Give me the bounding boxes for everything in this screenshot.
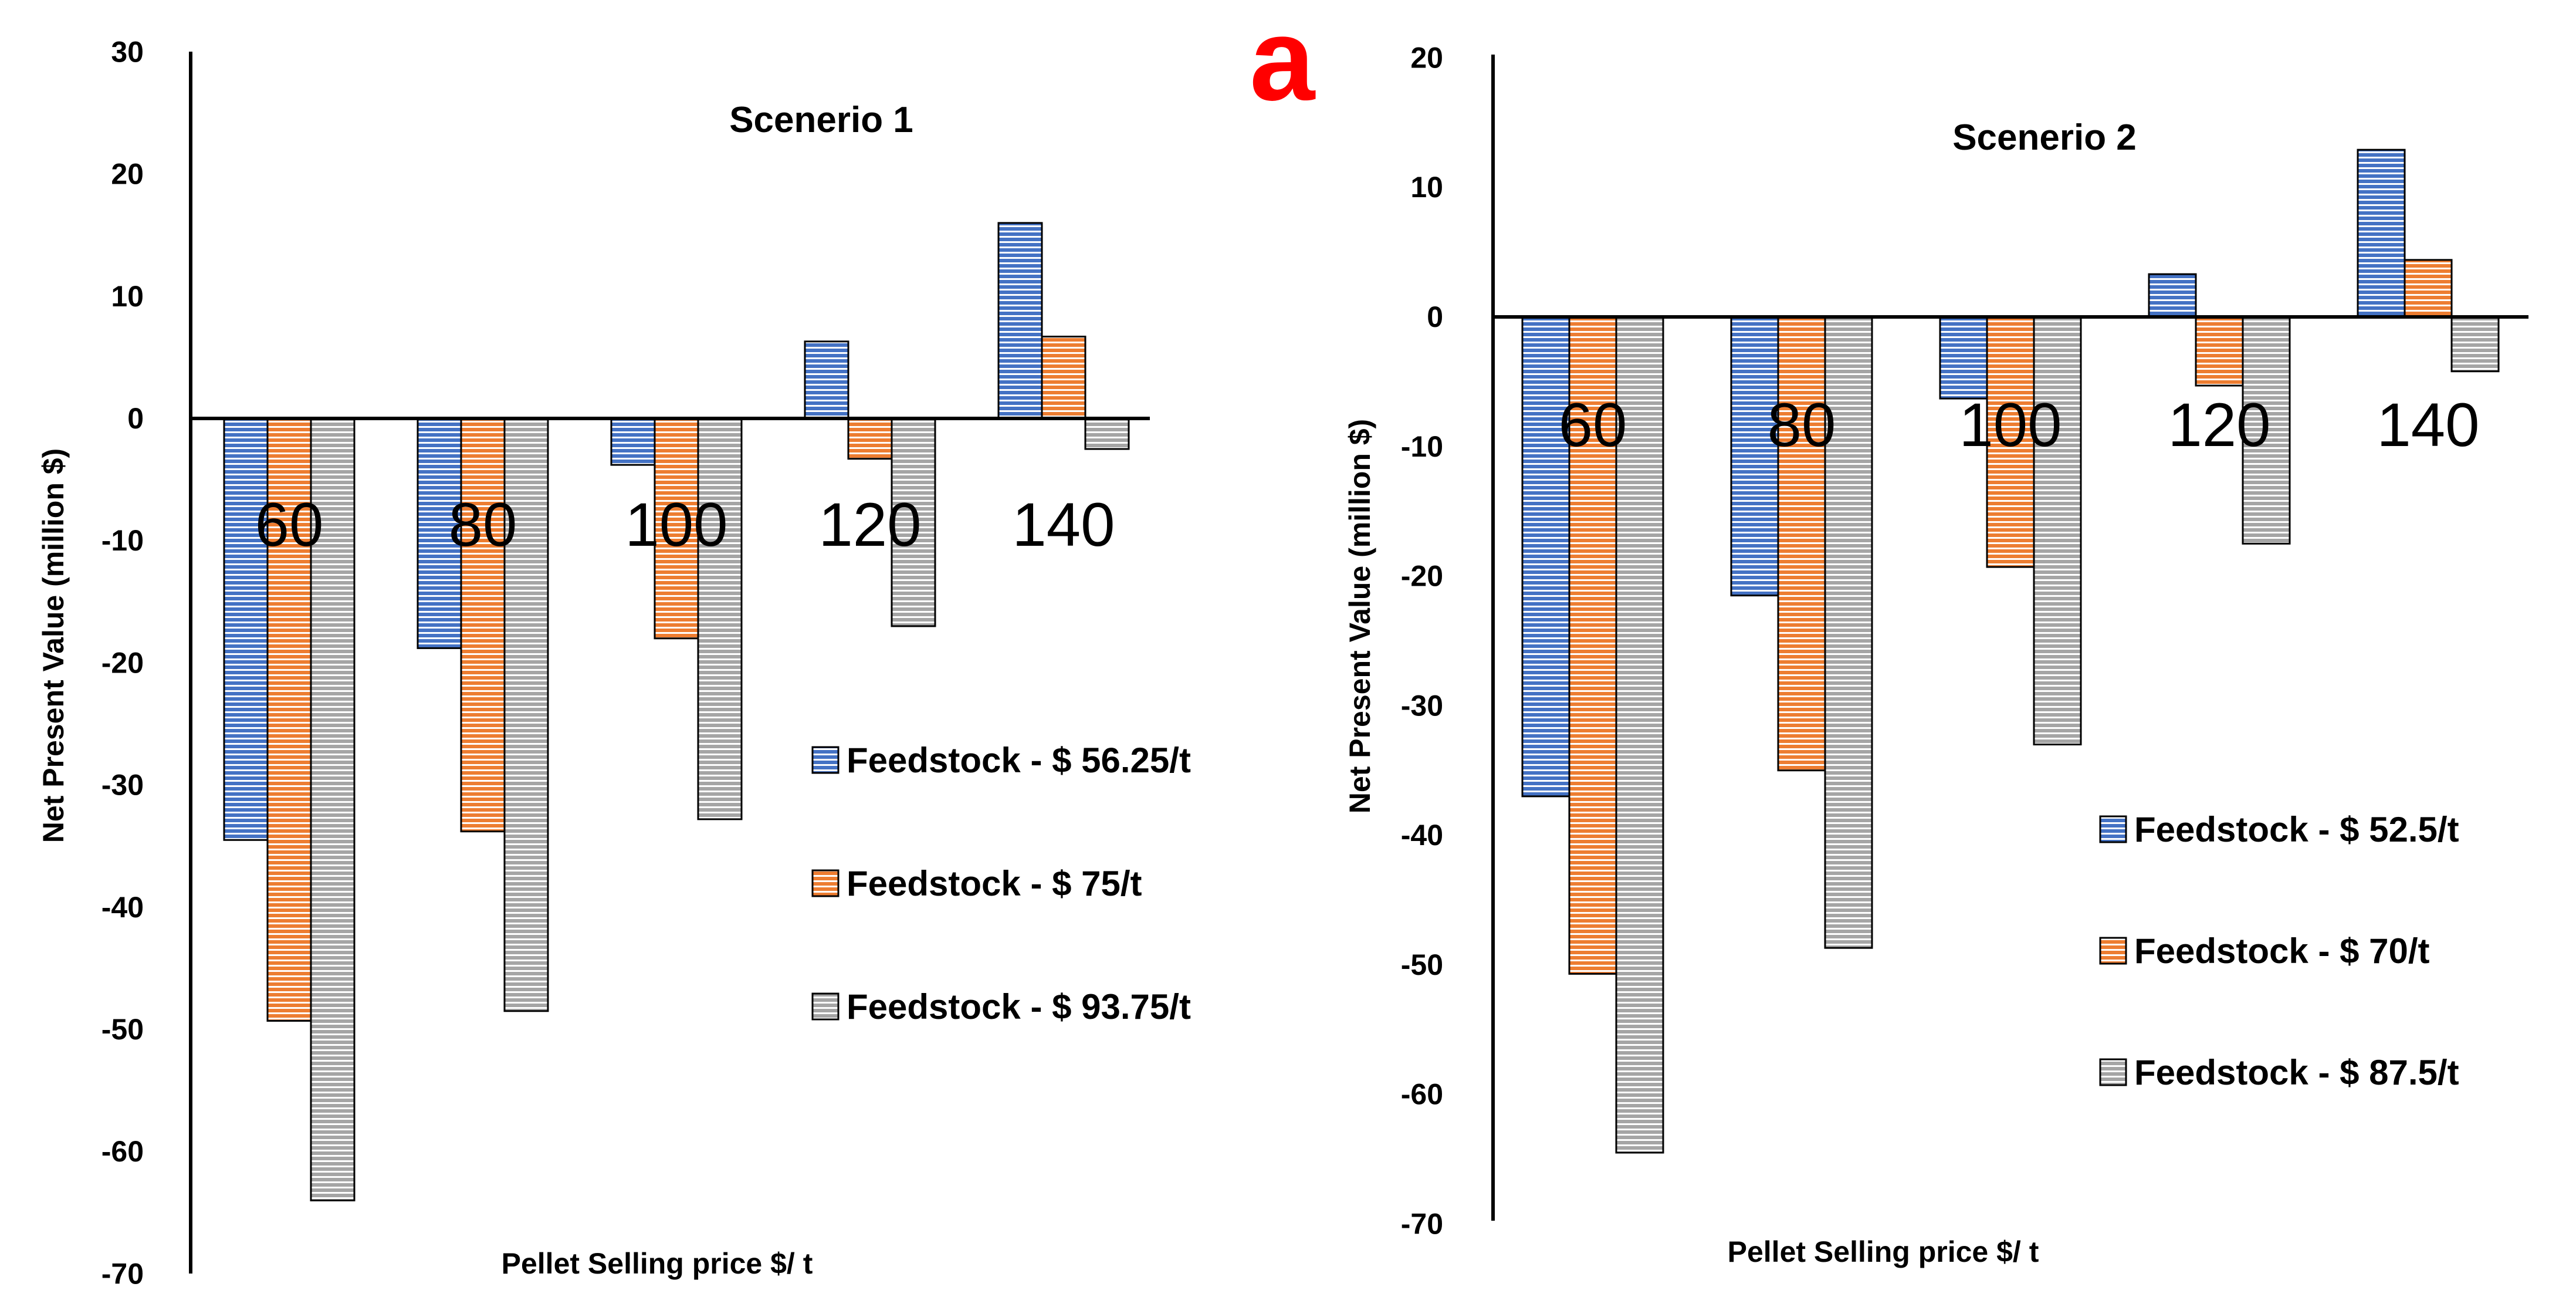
bar: [997, 222, 1043, 420]
bar: [1824, 316, 1873, 949]
y-tick-label: -70: [101, 1257, 144, 1290]
x-axis-label: Pellet Selling price $/ t: [502, 1247, 813, 1280]
y-tick-label: 10: [111, 280, 144, 313]
y-tick-label: 30: [111, 35, 144, 68]
bar: [2242, 316, 2291, 545]
bar: [1041, 336, 1086, 420]
y-tick-label: 20: [111, 158, 144, 191]
category-label: 60: [1559, 391, 1627, 460]
bars: [1521, 148, 2500, 1154]
y-tick-label: 20: [1410, 41, 1443, 74]
bar: [1939, 316, 1988, 400]
y-axis-label: Net Present Value (million $): [37, 448, 70, 843]
bar: [1521, 316, 1570, 798]
bar: [1568, 316, 1617, 975]
bar: [2450, 316, 2500, 373]
x-axis-label: Pellet Selling price $/ t: [1728, 1235, 2039, 1268]
y-tick-label: -60: [101, 1135, 144, 1168]
legend-swatch: [2099, 1058, 2127, 1086]
bar: [266, 417, 312, 1022]
y-ticks: 30 20 10 0 -10 -20 -30 -40 -50 -60 -70: [101, 35, 144, 1290]
legend-swatch: [811, 746, 840, 774]
category-label: 120: [818, 491, 921, 559]
legend: Feedstock - $ 52.5/t Feedstock - $ 70/t Fe…: [2099, 810, 2459, 1092]
y-tick-label: 0: [1427, 300, 1443, 333]
bar: [804, 340, 849, 420]
bar: [223, 417, 269, 841]
y-tick-label: -30: [101, 769, 144, 802]
bar: [2195, 316, 2244, 387]
category-labels: 60 80 100 120 140: [255, 491, 1115, 559]
y-tick-label: -70: [1401, 1207, 1443, 1240]
bar: [1986, 316, 2035, 568]
y-tick-label: -10: [1401, 430, 1443, 463]
category-label: 100: [625, 491, 727, 559]
bar: [1084, 417, 1130, 450]
legend-swatch: [2099, 815, 2127, 843]
legend-swatch: [811, 992, 840, 1021]
chart-scenario-1: Scenerio 1 Pellet Selling price $/ t Net…: [37, 35, 1191, 1290]
y-tick-label: -40: [101, 891, 144, 924]
bars: [223, 222, 1130, 1201]
y-tick-label: -30: [1401, 689, 1443, 722]
bar: [1777, 316, 1826, 772]
axes: [1491, 55, 2528, 1221]
bar: [1730, 316, 1779, 597]
panel-letter: a: [1250, 0, 1316, 125]
bar: [610, 417, 656, 466]
y-tick-label: 0: [127, 402, 144, 435]
category-label: 140: [2377, 391, 2479, 460]
legend-label: Feedstock - $ 93.75/t: [847, 987, 1191, 1026]
legend-label: Feedstock - $ 87.5/t: [2134, 1053, 2459, 1092]
bar: [2148, 273, 2197, 318]
bar: [2357, 148, 2406, 318]
chart-title: Scenerio 1: [729, 100, 913, 140]
category-label: 100: [1959, 391, 2062, 460]
bar: [460, 417, 506, 833]
bar: [2404, 259, 2453, 318]
bar: [891, 417, 936, 627]
axes: [189, 52, 1150, 1274]
category-label: 80: [1768, 391, 1836, 460]
legend-label: Feedstock - $ 70/t: [2134, 931, 2430, 971]
category-label: 80: [449, 491, 517, 559]
category-label: 140: [1012, 491, 1115, 559]
bar: [503, 417, 549, 1012]
chart-title: Scenerio 2: [1952, 117, 2137, 158]
y-tick-label: -20: [101, 646, 144, 679]
y-tick-label: -10: [101, 524, 144, 557]
bar: [310, 417, 356, 1201]
legend-swatch: [811, 869, 840, 897]
legend-label: Feedstock - $ 52.5/t: [2134, 810, 2459, 849]
bar: [847, 417, 893, 460]
bar: [2033, 316, 2082, 746]
y-tick-label: -50: [101, 1013, 144, 1046]
y-tick-label: -60: [1401, 1078, 1443, 1111]
legend-swatch: [2099, 937, 2127, 965]
category-labels: 60 80 100 120 140: [1559, 391, 2480, 460]
chart-scenario-2: Scenerio 2 Pellet Selling price $/ t Net…: [1343, 41, 2528, 1268]
y-ticks: 20 10 0 -10 -20 -30 -40 -50 -60 -70: [1401, 41, 1443, 1240]
y-axis-label: Net Present Value (million $): [1343, 419, 1376, 813]
legend-label: Feedstock - $ 75/t: [847, 864, 1142, 903]
y-tick-label: -40: [1401, 819, 1443, 852]
y-tick-label: 10: [1410, 171, 1443, 204]
bar: [417, 417, 462, 649]
y-tick-label: -50: [1401, 948, 1443, 981]
category-label: 60: [255, 491, 324, 559]
category-label: 120: [2168, 391, 2270, 460]
legend-label: Feedstock - $ 56.25/t: [847, 741, 1191, 780]
legend: Feedstock - $ 56.25/t Feedstock - $ 75/t F…: [811, 741, 1191, 1026]
y-tick-label: -20: [1401, 560, 1443, 593]
bar: [697, 417, 743, 820]
